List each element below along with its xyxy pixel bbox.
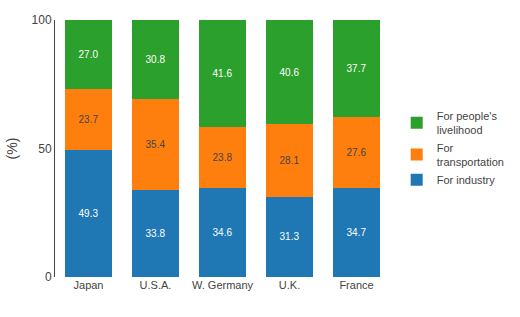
svg-text:34.6: 34.6 bbox=[213, 227, 233, 238]
svg-text:35.4: 35.4 bbox=[146, 139, 166, 150]
svg-text:27.6: 27.6 bbox=[347, 147, 367, 158]
svg-text:0: 0 bbox=[45, 270, 52, 284]
svg-text:(%): (%) bbox=[4, 138, 20, 160]
svg-text:France: France bbox=[339, 279, 373, 291]
svg-text:For people'slivelihood: For people'slivelihood bbox=[437, 110, 498, 136]
svg-text:23.7: 23.7 bbox=[79, 114, 99, 125]
svg-text:Japan: Japan bbox=[74, 279, 104, 291]
svg-text:Fortransportation: Fortransportation bbox=[437, 142, 504, 168]
svg-text:34.7: 34.7 bbox=[347, 227, 367, 238]
svg-text:W. Germany: W. Germany bbox=[192, 279, 254, 291]
svg-text:40.6: 40.6 bbox=[280, 67, 300, 78]
svg-text:31.3: 31.3 bbox=[280, 231, 300, 242]
svg-text:U.K.: U.K. bbox=[279, 279, 300, 291]
svg-text:100: 100 bbox=[32, 13, 52, 27]
svg-text:U.S.A.: U.S.A. bbox=[140, 279, 172, 291]
svg-text:28.1: 28.1 bbox=[280, 155, 300, 166]
svg-text:23.8: 23.8 bbox=[213, 152, 233, 163]
svg-text:49.3: 49.3 bbox=[79, 208, 99, 219]
svg-text:27.0: 27.0 bbox=[79, 49, 99, 60]
svg-text:41.6: 41.6 bbox=[213, 68, 233, 79]
svg-text:30.8: 30.8 bbox=[146, 54, 166, 65]
svg-text:33.8: 33.8 bbox=[146, 228, 166, 239]
svg-text:37.7: 37.7 bbox=[347, 63, 367, 74]
svg-text:50: 50 bbox=[38, 142, 52, 156]
svg-text:For industry: For industry bbox=[437, 174, 496, 186]
